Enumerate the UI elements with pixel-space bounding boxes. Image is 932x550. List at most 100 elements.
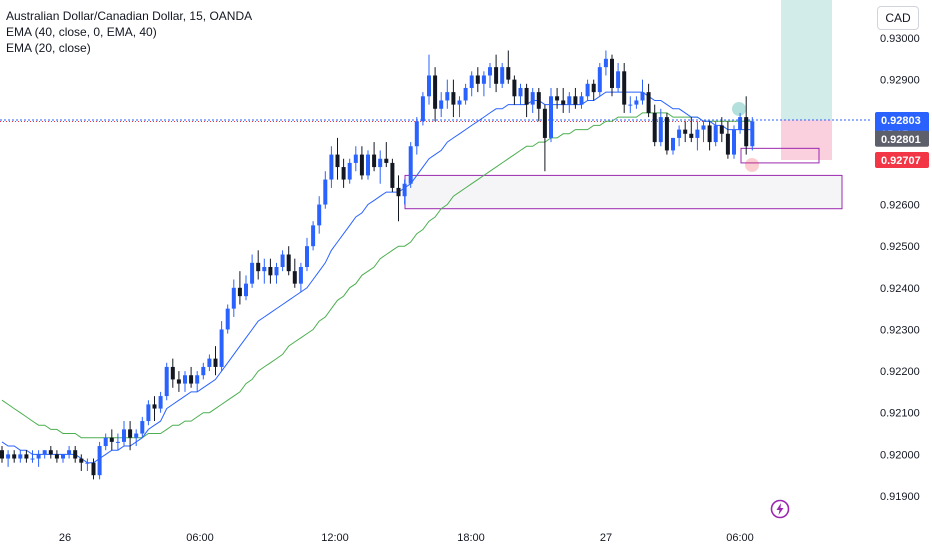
- candle: [244, 275, 248, 301]
- candle: [536, 87, 541, 122]
- candle: [750, 117, 755, 151]
- legend-ema-40[interactable]: EMA (40, close, 0, EMA, 40): [6, 25, 157, 39]
- legend-ema-20[interactable]: EMA (20, close): [6, 41, 91, 55]
- candle: [237, 271, 242, 305]
- candle: [201, 362, 206, 380]
- candle: [689, 117, 694, 143]
- candle: [695, 121, 700, 151]
- candle: [683, 121, 688, 143]
- y-axis[interactable]: 0.930000.929000.928000.927000.926000.925…: [875, 33, 929, 503]
- legend-symbol[interactable]: Australian Dollar/Canadian Dollar, 15, O…: [6, 9, 253, 23]
- candle: [0, 446, 4, 463]
- y-tick-label: 0.93000: [880, 33, 920, 45]
- candle: [347, 158, 352, 184]
- candle: [524, 83, 529, 118]
- stop-price-label[interactable]: 0.92707: [875, 151, 929, 168]
- candle: [183, 371, 187, 392]
- x-tick-label: 26: [59, 532, 71, 544]
- candle: [213, 346, 218, 376]
- y-tick-label: 0.92600: [880, 200, 920, 212]
- candle: [140, 416, 145, 438]
- x-tick-label: 06:00: [186, 532, 214, 544]
- candle: [286, 246, 291, 276]
- entry-box[interactable]: [740, 147, 820, 164]
- target-zone: [781, 0, 832, 121]
- candle: [305, 237, 309, 272]
- candle: [549, 87, 553, 143]
- svg-text:0.92803: 0.92803: [881, 115, 921, 127]
- candle: [170, 358, 175, 388]
- candle: [36, 450, 41, 467]
- candle: [323, 171, 328, 209]
- x-axis[interactable]: 26 06:00 12:00 18:00 27 06:00: [59, 532, 754, 544]
- candle: [591, 79, 596, 101]
- high-marker: [732, 102, 746, 116]
- candle: [18, 450, 23, 463]
- candle: [597, 62, 602, 97]
- demand-zone-box[interactable]: [404, 174, 843, 210]
- y-tick-label: 0.91900: [880, 491, 920, 503]
- candle: [488, 62, 492, 88]
- candle: [61, 454, 65, 463]
- candle: [622, 62, 627, 113]
- candle: [256, 250, 261, 280]
- candle: [664, 112, 669, 155]
- annotation-layer: [732, 102, 759, 172]
- candle: [311, 221, 316, 251]
- candle: [122, 421, 126, 447]
- candle: [677, 125, 682, 147]
- y-tick-label: 0.92400: [880, 283, 920, 295]
- candle: [530, 87, 535, 113]
- y-tick-label: 0.92100: [880, 408, 920, 420]
- candle: [427, 54, 431, 105]
- candle: [603, 50, 608, 76]
- candle: [481, 71, 486, 97]
- candle: [335, 137, 340, 180]
- candle: [433, 67, 438, 122]
- candle: [268, 258, 273, 284]
- candle: [225, 304, 230, 334]
- svg-text:0.92801: 0.92801: [881, 134, 921, 146]
- candle: [329, 146, 334, 188]
- candle: [189, 366, 194, 388]
- candle: [561, 87, 566, 113]
- candle: [115, 433, 120, 451]
- x-tick-label: 27: [600, 532, 612, 544]
- candle: [652, 104, 657, 147]
- candle: [134, 429, 139, 447]
- candle: [494, 54, 499, 93]
- candle: [341, 158, 346, 188]
- candle: [231, 279, 236, 317]
- candle: [634, 96, 639, 109]
- currency-button[interactable]: CAD: [877, 6, 919, 30]
- candle: [195, 371, 200, 392]
- candle: [506, 50, 511, 84]
- candle: [250, 254, 255, 288]
- candle: [640, 79, 645, 105]
- candles-layer: [0, 50, 755, 480]
- candle: [518, 83, 523, 105]
- candle: [500, 62, 505, 88]
- low-marker: [745, 158, 759, 172]
- lightning-icon[interactable]: [770, 499, 790, 519]
- candle: [658, 108, 663, 147]
- y-tick-label: 0.92500: [880, 241, 920, 253]
- candle: [158, 391, 163, 413]
- candle: [54, 450, 59, 463]
- prev-close-label[interactable]: 0.92801: [875, 130, 929, 147]
- candle: [97, 441, 102, 480]
- candle: [164, 362, 169, 401]
- candle: [420, 92, 425, 126]
- candle: [207, 354, 212, 372]
- candle: [262, 258, 267, 284]
- candle: [292, 258, 297, 288]
- candle: [646, 83, 651, 118]
- y-tick-label: 0.92000: [880, 449, 920, 461]
- candle: [555, 87, 560, 109]
- candle: [585, 79, 590, 101]
- candle: [73, 446, 78, 463]
- candle: [573, 87, 578, 109]
- chart-legend: Australian Dollar/Canadian Dollar, 15, O…: [6, 8, 252, 56]
- candle: [439, 92, 444, 118]
